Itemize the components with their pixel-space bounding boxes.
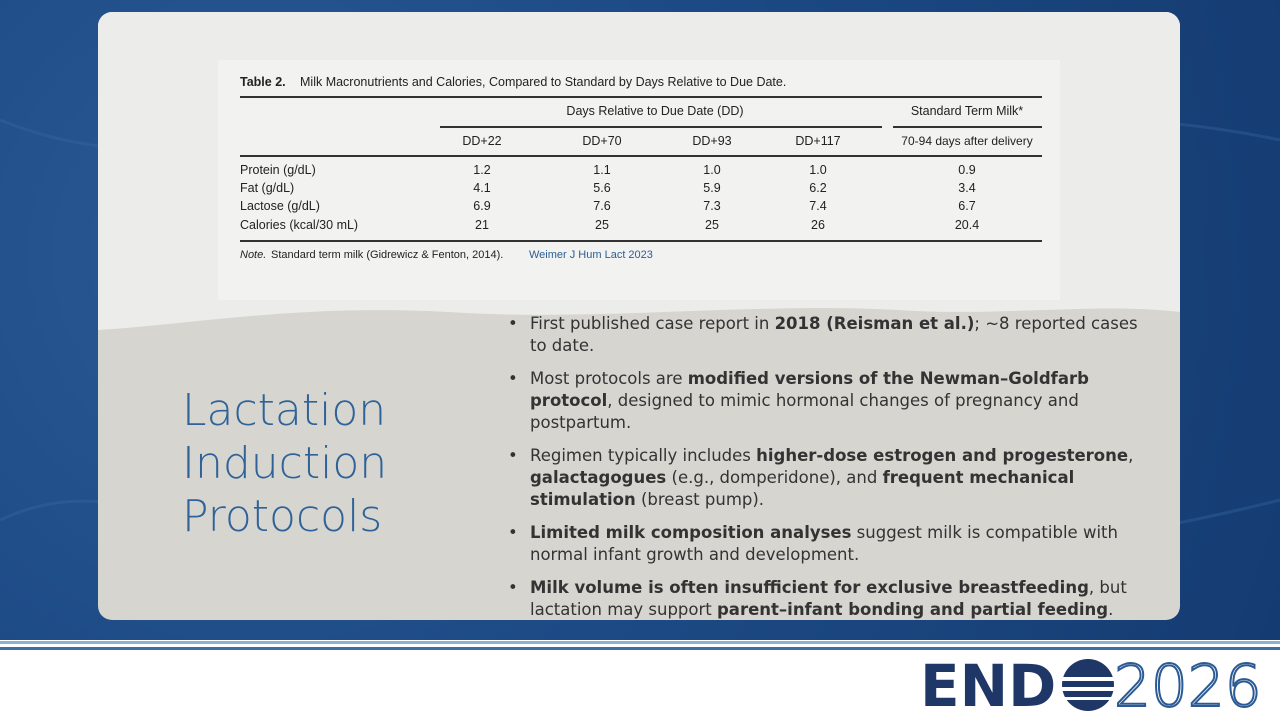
bold-text: higher-dose estrogen and progesterone	[756, 446, 1129, 465]
bullet: Most protocols are modified versions of …	[508, 368, 1148, 434]
logo-text: END	[920, 652, 1056, 720]
table-cell: 4.1	[473, 181, 491, 195]
table-rule	[240, 96, 1042, 98]
table-cell: 5.9	[703, 181, 721, 195]
table-title: Milk Macronutrients and Calories, Compar…	[300, 75, 787, 89]
table-cell: 3.4	[958, 181, 976, 195]
column-header: 70-94 days after delivery	[901, 134, 1033, 148]
table-cell: 5.6	[593, 181, 611, 195]
row-label: Lactose (g/dL)	[240, 199, 320, 213]
bold-text: Milk volume is often insufficient for ex…	[530, 578, 1089, 597]
bullet: Limited milk composition analyses sugges…	[508, 522, 1148, 566]
text: , but lactation may support	[530, 578, 1127, 619]
text: ; ~8 reported cases to date.	[530, 314, 1138, 355]
table-cell: 1.0	[703, 163, 721, 177]
row-label: Protein (g/dL)	[240, 163, 316, 177]
bold-text: 2018 (Reisman et al.)	[774, 314, 975, 333]
table-cell: 1.2	[473, 163, 491, 177]
heading: Lactation Induction Protocols	[182, 384, 387, 543]
table-rule	[240, 240, 1042, 242]
text: (e.g., domperidone), and	[666, 468, 883, 487]
text: suggest milk is compatible with normal i…	[530, 523, 1118, 564]
table-cell: 0.9	[958, 163, 976, 177]
table-cell: 21	[475, 218, 489, 232]
table-cell: 1.1	[593, 163, 611, 177]
table-cell: 7.4	[809, 199, 827, 213]
heading-line: Induction	[182, 438, 388, 489]
table-cell: 1.0	[809, 163, 827, 177]
logo-globe	[1062, 659, 1114, 711]
table-cell: 6.2	[809, 181, 827, 195]
bullet: Regimen typically includes higher-dose e…	[508, 445, 1148, 511]
table-cell: 6.9	[473, 199, 491, 213]
bullet: First published case report in 2018 (Rei…	[508, 313, 1148, 357]
footer-rule	[0, 647, 1280, 650]
note-label: Note.	[240, 249, 267, 261]
text: First published case report in	[530, 314, 775, 333]
table-rule	[240, 155, 1042, 157]
note: Standard term milk (Gidrewicz & Fenton, …	[271, 249, 504, 261]
text: Most protocols are	[530, 369, 688, 388]
table-cell: 7.3	[703, 199, 721, 213]
bullet: Milk volume is often insufficient for ex…	[508, 577, 1148, 621]
table-rule	[440, 126, 882, 128]
row-label: Calories (kcal/30 mL)	[240, 218, 359, 232]
table-image	[218, 60, 1060, 300]
logo: END 2026	[920, 651, 1263, 720]
row-label: Fat (g/dL)	[240, 181, 295, 195]
table-cell: 20.4	[954, 218, 980, 232]
bold-text: parent–infant bonding and partial feedin…	[717, 600, 1109, 619]
table-cell: 25	[705, 218, 719, 232]
bold-text: frequent mechanical stimulation	[530, 468, 1075, 509]
column-header: DD+70	[582, 134, 622, 148]
logo-year: 2026	[1114, 652, 1262, 720]
table-cell: 25	[595, 218, 609, 232]
column-header: DD+93	[692, 134, 732, 148]
bold-text: modified versions of the Newman–Goldfarb…	[530, 369, 1089, 410]
bold-text: galactagogues	[530, 468, 667, 487]
bold-text: Limited milk composition analyses	[530, 523, 852, 542]
text: Regimen typically includes	[530, 446, 757, 465]
text: ,	[1128, 446, 1134, 465]
bullet-list: First published case report in 2018 (Rei…	[508, 313, 1148, 632]
table-cell: 7.6	[593, 199, 611, 213]
group-header: Standard Term Milk*	[910, 104, 1024, 118]
column-header: DD+117	[795, 134, 841, 148]
text: (breast pump).	[635, 490, 765, 509]
table-cell: 6.7	[958, 199, 976, 213]
table-cell: 26	[811, 218, 825, 232]
text: .	[1108, 600, 1114, 619]
table-rule	[893, 126, 1042, 128]
heading-line: Lactation	[182, 385, 387, 436]
citation: Weimer J Hum Lact 2023	[529, 249, 653, 261]
column-header: DD+22	[462, 134, 502, 148]
table-label: Table 2.	[240, 75, 286, 89]
group-header: Days Relative to Due Date (DD)	[566, 104, 744, 118]
footer-rule	[0, 641, 1280, 644]
text: , designed to mimic hormonal changes of …	[530, 391, 1079, 432]
heading-line: Protocols	[182, 491, 383, 542]
